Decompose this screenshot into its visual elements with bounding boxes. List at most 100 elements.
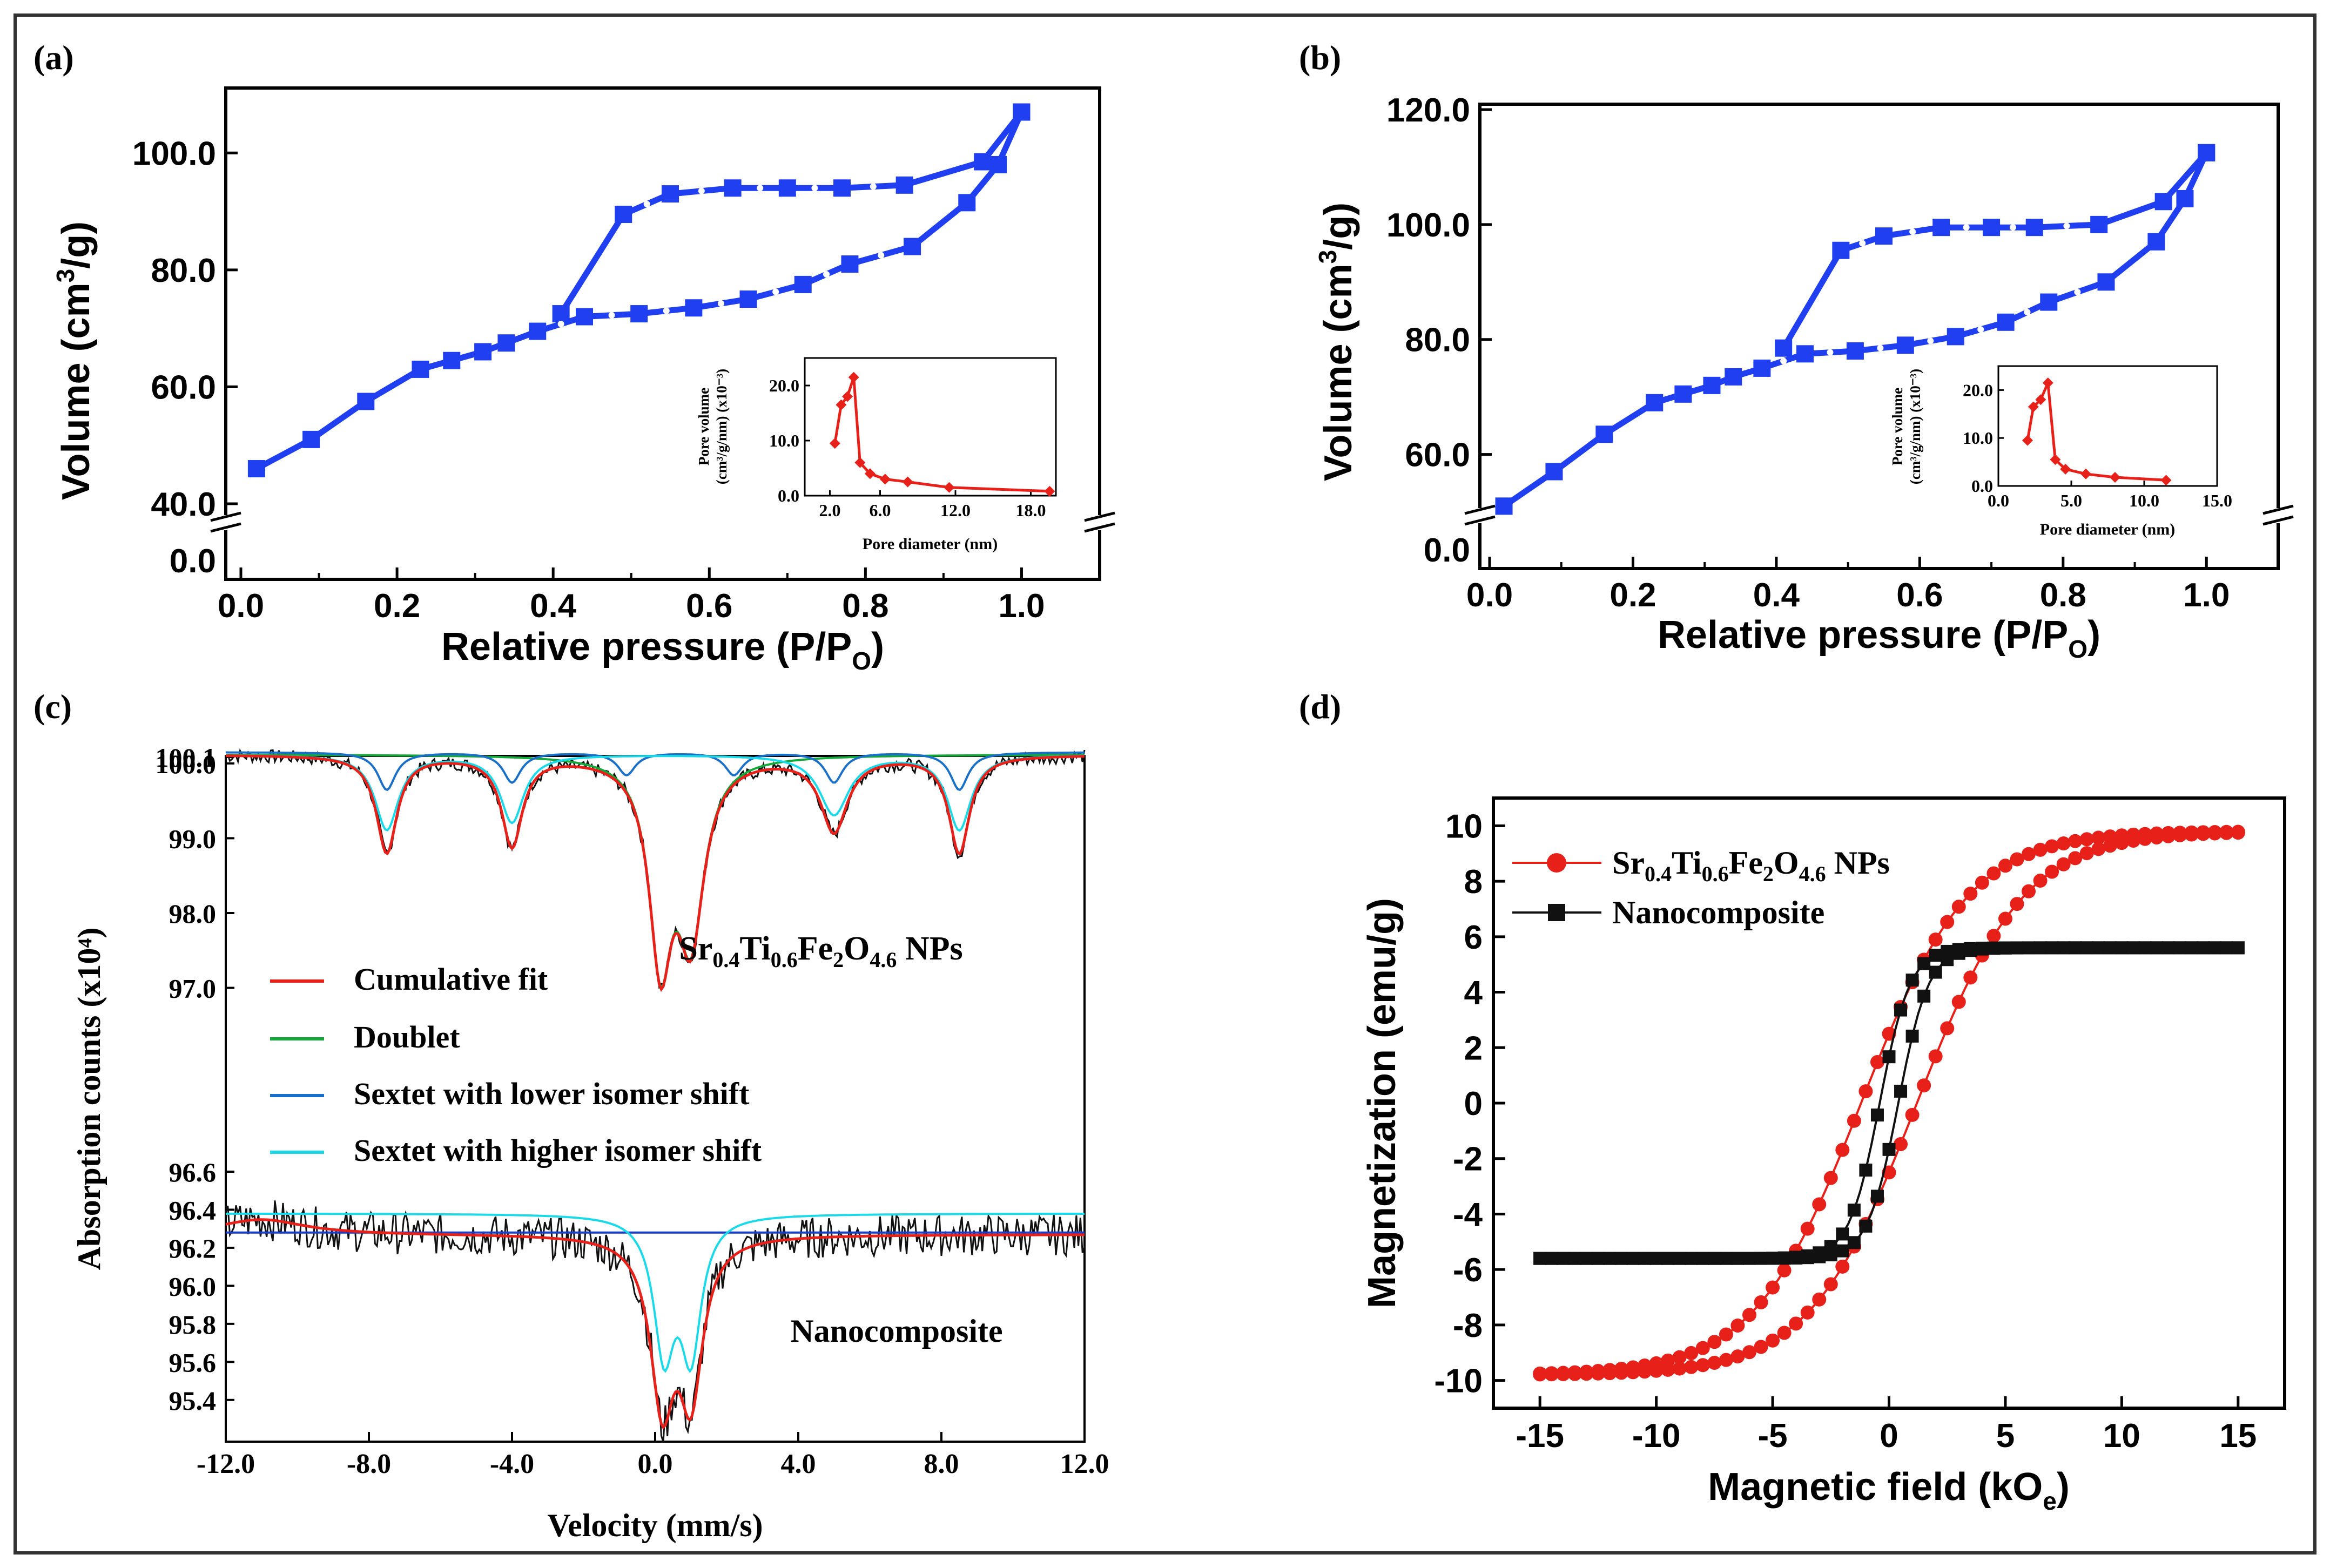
- panel-a-xlabel-sub: O: [852, 647, 871, 675]
- d-marker-1: [1929, 949, 1942, 962]
- d-marker-0: [1766, 1280, 1780, 1295]
- c-legend-label-1: Doublet: [354, 1019, 460, 1055]
- b-inset-xtick-label: 0.0: [1988, 491, 2009, 510]
- panel-a-inset-ticks: 2.0 6.0 12.0 18.0 0.0 10.0 20.0: [769, 376, 1046, 520]
- a-dash-gap: [772, 288, 779, 295]
- b-xtick-label: 1.0: [2183, 577, 2230, 614]
- a-xtick-label: 1.0: [998, 587, 1045, 625]
- d-marker-0: [2184, 825, 2199, 840]
- panel-b-ylabel-text: Volume (cm: [1317, 263, 1360, 481]
- d-marker-0: [1556, 1366, 1571, 1380]
- d-marker-1: [1836, 1227, 1849, 1241]
- panel-b-ylabel-sup: 3: [1314, 250, 1342, 264]
- panel-a-inset-ylabel-2: (cm³/g/nm) (x10⁻³): [713, 369, 730, 484]
- d-marker-1: [2080, 941, 2093, 955]
- figure-border: [14, 13, 2316, 1555]
- d-marker-0: [1986, 929, 2001, 943]
- panel-a-xlabel-close: ): [871, 625, 884, 668]
- b-point-adsorption: [1495, 497, 1513, 515]
- a-ytick-label: 100.0: [132, 135, 216, 172]
- d-marker-1: [1696, 1252, 1709, 1265]
- b-break-mark: [1464, 504, 1496, 515]
- d-marker-1: [1626, 1252, 1640, 1265]
- panel-a-label: (a): [33, 38, 74, 77]
- d-marker-1: [2197, 941, 2210, 955]
- d-marker-1: [2010, 941, 2024, 955]
- b-inset-xtick-label: 5.0: [2060, 491, 2082, 510]
- a-point-adsorption: [302, 430, 320, 448]
- a-dash-gap: [557, 321, 564, 328]
- panel-d-legend: Sr0.4Ti0.6Fe2O4.6 NPs Nanocomposite: [1512, 845, 1890, 930]
- d-ytick-label: 0: [1464, 1085, 1483, 1123]
- d-marker-0: [2022, 847, 2036, 861]
- d-marker-0: [2033, 874, 2048, 888]
- panel-b-x-axis-title: Relative pressure (P/PO): [1658, 613, 2100, 663]
- b-inset-point: [2060, 463, 2071, 475]
- a-point-adsorption: [685, 299, 703, 317]
- a-inset-point: [879, 474, 891, 485]
- a-point-adsorption: [247, 460, 265, 478]
- b-point-adsorption: [1674, 385, 1692, 403]
- a-point-adsorption: [412, 360, 429, 378]
- b-point-adsorption: [1595, 425, 1613, 443]
- a-inset-ytick-label: 20.0: [769, 376, 799, 395]
- panel-b-xlabel-text: Relative pressure (P/P: [1658, 613, 2068, 657]
- b-inset-point: [2050, 454, 2061, 465]
- d-marker-1: [1777, 1251, 1791, 1265]
- d-marker-1: [2103, 941, 2117, 955]
- d-marker-0: [2138, 827, 2152, 841]
- c-xtick-label: 12.0: [1060, 1449, 1109, 1479]
- d-marker-1: [1742, 1252, 1756, 1265]
- c-xtick-label: 4.0: [781, 1449, 816, 1479]
- d-marker-1: [1731, 1252, 1745, 1265]
- c-xtick-label: -8.0: [347, 1449, 391, 1479]
- d-marker-0: [1742, 1308, 1756, 1322]
- b-inset-point: [2080, 468, 2091, 479]
- d-marker-1: [1847, 1236, 1861, 1249]
- d-ytick-label: 2: [1464, 1030, 1483, 1067]
- b-point-adsorption: [2040, 293, 2058, 311]
- d-marker-0: [1928, 932, 1943, 947]
- d-marker-0: [1823, 1277, 1838, 1292]
- d-marker-1: [2185, 941, 2198, 955]
- panel-d-data: [1533, 824, 2245, 1382]
- d-marker-0: [2022, 884, 2036, 898]
- d-marker-0: [2056, 836, 2071, 851]
- c-ytick-label: 95.6: [169, 1347, 217, 1377]
- a-dash-gap: [878, 252, 885, 259]
- b-ytick-label: 60.0: [1405, 437, 1470, 474]
- a-inset-point: [854, 457, 866, 468]
- panel-c-legend: Cumulative fit Doublet Sextet with lower i…: [270, 962, 762, 1168]
- a-ytick-label: 40.0: [151, 486, 216, 523]
- a-point-desorption: [895, 176, 913, 194]
- d-legend-marker-0: [1547, 853, 1566, 873]
- d-marker-1: [2138, 941, 2152, 955]
- d-marker-0: [2033, 842, 2048, 857]
- b-xtick-label: 0.2: [1610, 577, 1656, 614]
- a-point-adsorption: [958, 194, 976, 212]
- panel-a-isotherm: (a) 40.0 60.0 80.0 100.0 0.0 0.2 0.4 0.6 0.8 1.0…: [33, 38, 1115, 675]
- d-marker-1: [1964, 942, 1977, 955]
- d-marker-1: [2208, 941, 2221, 955]
- d-ytick-label: -2: [1453, 1141, 1483, 1178]
- a-inset-point: [944, 482, 955, 493]
- a-point-adsorption: [841, 255, 859, 273]
- d-marker-1: [1929, 965, 1942, 979]
- d-marker-1: [1649, 1252, 1663, 1265]
- d-marker-1: [1557, 1252, 1570, 1265]
- d-marker-1: [1859, 1219, 1873, 1233]
- a-break-mark: [210, 522, 241, 533]
- d-marker-0: [1998, 911, 2012, 926]
- panel-a-ylabel-text: Volume (cm: [55, 282, 98, 500]
- panel-a-x-axis-title: Relative pressure (P/PO): [441, 625, 884, 675]
- d-marker-0: [1754, 1340, 1768, 1354]
- d-marker-1: [1591, 1252, 1605, 1265]
- b-dash-gap: [2024, 309, 2031, 316]
- b-inset-ytick-label: 20.0: [1963, 380, 1993, 400]
- d-marker-0: [1730, 1318, 1745, 1333]
- d-marker-0: [1998, 859, 2012, 873]
- b-inset-point: [2035, 394, 2046, 405]
- a-point-adsorption: [989, 156, 1007, 173]
